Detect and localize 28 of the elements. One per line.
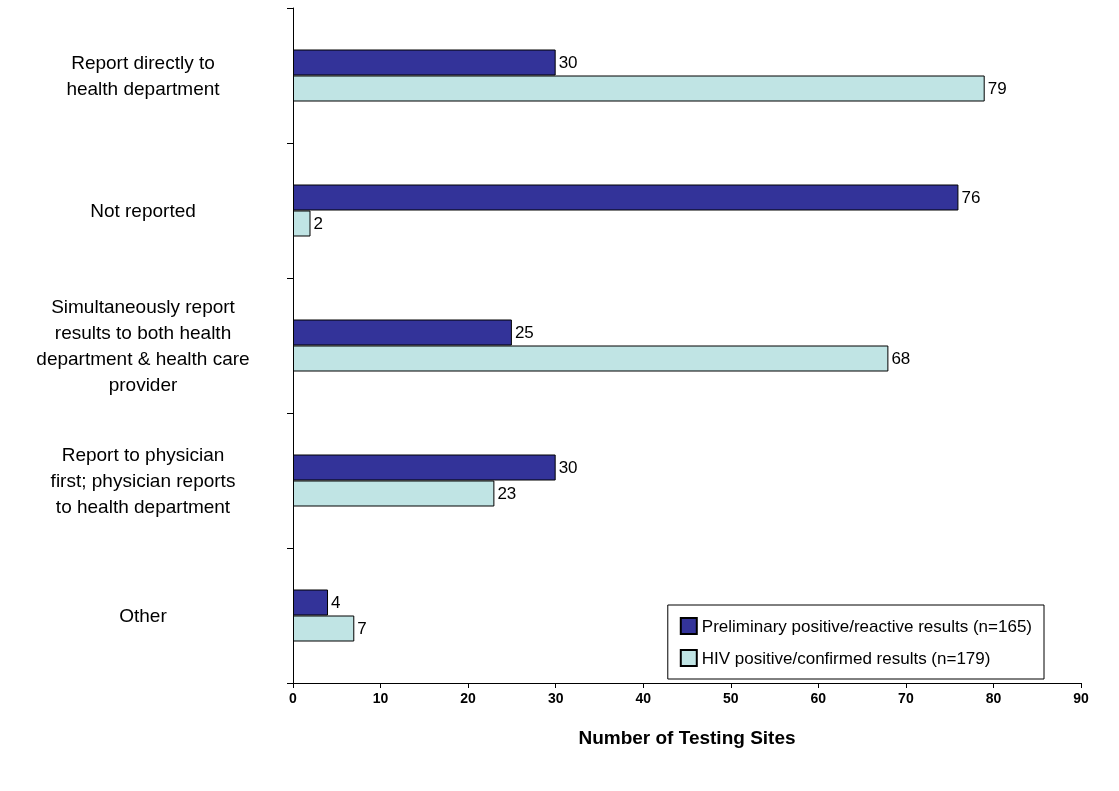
x-tick-label: 60 xyxy=(810,690,827,706)
data-label: 7 xyxy=(357,619,367,638)
data-label: 68 xyxy=(891,349,911,368)
x-tick-label: 30 xyxy=(547,690,564,706)
legend-label: Preliminary positive/reactive results (n=165) xyxy=(701,616,1033,636)
y-tick-label: Other xyxy=(119,605,168,626)
x-tick-label: 90 xyxy=(1073,690,1089,706)
data-label: 76 xyxy=(961,188,981,207)
x-tick-label: 40 xyxy=(635,690,652,706)
data-label: 23 xyxy=(497,484,517,503)
x-tick-label: 20 xyxy=(460,690,477,706)
legend-label: HIV positive/confirmed results (n=179) xyxy=(701,648,991,668)
data-label: 79 xyxy=(987,79,1007,98)
x-tick-label: 70 xyxy=(898,690,914,706)
y-tick-label: Simultaneously report results to both health department & health care provider xyxy=(36,296,250,395)
y-tick-label: Report to physician first; physician reports to health department xyxy=(50,444,236,517)
y-tick-label: Report directly to health department xyxy=(66,52,221,99)
data-label: 4 xyxy=(331,593,341,612)
y-tick-label: Not reported xyxy=(90,200,196,221)
data-label: 30 xyxy=(558,53,578,72)
data-label: 2 xyxy=(313,214,323,233)
x-tick-label: 0 xyxy=(289,690,298,706)
data-label: 30 xyxy=(558,458,578,477)
data-label: 25 xyxy=(514,323,534,342)
x-tick-label: 50 xyxy=(722,690,739,706)
x-axis-title: Number of Testing Sites xyxy=(578,727,796,748)
x-tick-label: 10 xyxy=(372,690,389,706)
x-tick-label: 80 xyxy=(985,690,1002,706)
